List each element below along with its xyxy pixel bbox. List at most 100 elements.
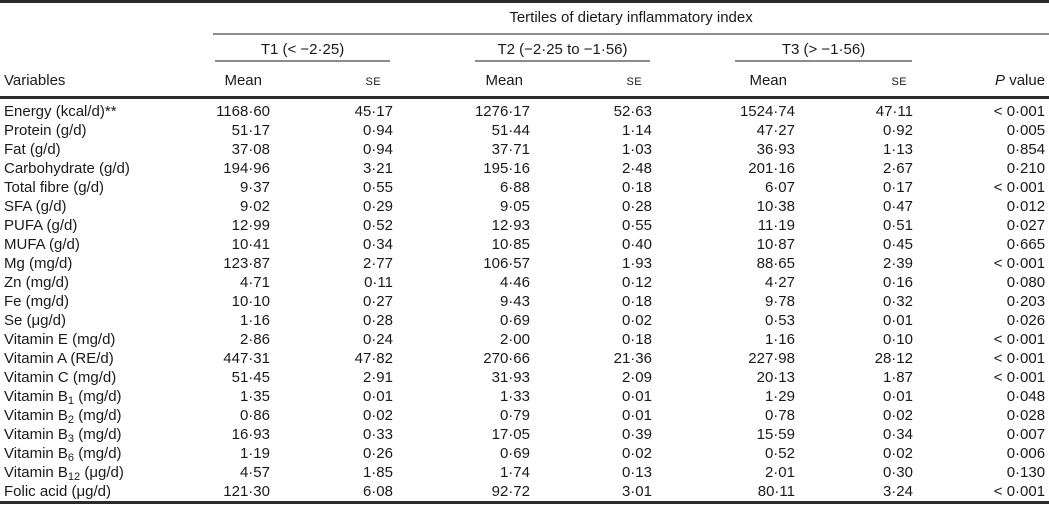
cell-t1-se: 45·17 xyxy=(354,103,393,120)
variable-label: Se (μg/d) xyxy=(0,311,213,330)
cell-t3-se: 0·01 xyxy=(882,312,913,329)
cell-t3-se: 0·47 xyxy=(882,198,913,215)
variable-label: Vitamin C (mg/d) xyxy=(0,368,213,387)
variable-text: Se (μg/d) xyxy=(4,312,66,329)
table-row: Se (μg/d) 1·16 0·28 0·69 0·02 0·53 0·01 0·026 xyxy=(0,311,1049,330)
cell-t2-se: 0·55 xyxy=(621,217,652,234)
variable-text: Folic acid (μg/d) xyxy=(4,483,112,500)
cell-t1-se: 0·11 xyxy=(364,274,393,291)
cell-p: 0·080 xyxy=(1006,274,1046,291)
cell-t2-se: 0·01 xyxy=(621,388,652,405)
variable-label: Mg (mg/d) xyxy=(0,254,213,273)
cell-t3-se: 0·34 xyxy=(882,426,913,443)
variable-label: Vitamin E (mg/d) xyxy=(0,330,213,349)
variable-label: Fat (g/d) xyxy=(0,140,213,159)
cell-t1-mean: 121·30 xyxy=(223,483,270,500)
cell-t1-se: 0·94 xyxy=(362,141,393,158)
cell-t1-mean: 1·19 xyxy=(239,445,270,462)
variable-unit: (mg/d) xyxy=(74,388,122,405)
cell-p: 0·854 xyxy=(1006,141,1046,158)
cell-t3-mean: 15·59 xyxy=(756,426,795,443)
variable-subscript: 3 xyxy=(67,433,75,445)
table-row: Vitamin B6 (mg/d) 1·19 0·26 0·69 0·02 0·52 0·0… xyxy=(0,444,1049,464)
cell-t1-se: 0·02 xyxy=(362,407,393,424)
cell-t3-se: 1·87 xyxy=(882,369,913,386)
tertile-2-header: T2 (−2·25 to −1·56) xyxy=(475,41,650,62)
tertile-1-header: T1 (< −2·25) xyxy=(215,41,390,62)
cell-t3-mean: 88·65 xyxy=(756,255,795,272)
table-row: Folic acid (μg/d) 121·30 6·08 92·72 3·01 80·1… xyxy=(0,482,1049,503)
cell-t3-se: 2·67 xyxy=(882,160,913,177)
cell-t3-mean: 20·13 xyxy=(756,369,795,386)
cell-t1-se: 0·29 xyxy=(362,198,393,215)
table-row: Fe (mg/d) 10·10 0·27 9·43 0·18 9·78 0·32 0·203 xyxy=(0,292,1049,311)
variable-label: Vitamin B6 (mg/d) xyxy=(0,444,213,464)
cell-t2-mean: 9·43 xyxy=(499,293,530,310)
cell-t2-mean: 92·72 xyxy=(491,483,530,500)
variable-unit: (μg/d) xyxy=(80,464,124,481)
table-row: PUFA (g/d) 12·99 0·52 12·93 0·55 11·19 0·51 0·0… xyxy=(0,216,1049,235)
cell-t1-se: 47·82 xyxy=(354,350,393,367)
cell-t2-mean: 270·66 xyxy=(483,350,530,367)
cell-t2-mean: 1276·17 xyxy=(474,103,530,120)
cell-t3-mean: 1524·74 xyxy=(739,103,795,120)
cell-t1-se: 3·21 xyxy=(362,160,393,177)
cell-t3-se: 0·17 xyxy=(882,179,913,196)
cell-t2-mean: 0·79 xyxy=(499,407,530,424)
cell-t2-mean: 37·71 xyxy=(491,141,530,158)
variable-text: PUFA (g/d) xyxy=(4,217,78,234)
table-row: Vitamin B3 (mg/d) 16·93 0·33 17·05 0·39 15·59… xyxy=(0,425,1049,445)
cell-t3-mean: 1·29 xyxy=(764,388,795,405)
table-row: Vitamin E (mg/d) 2·86 0·24 2·00 0·18 1·16 0·10… xyxy=(0,330,1049,349)
cell-t1-mean: 123·87 xyxy=(223,255,270,272)
cell-t2-se: 0·02 xyxy=(621,445,652,462)
cell-t2-se: 1·03 xyxy=(621,141,652,158)
cell-t2-mean: 31·93 xyxy=(491,369,530,386)
cell-t2-mean: 10·85 xyxy=(491,236,530,253)
cell-t3-mean: 6·07 xyxy=(764,179,795,196)
cell-t1-mean: 4·71 xyxy=(239,274,270,291)
cell-t3-mean: 80·11 xyxy=(757,483,795,500)
cell-t2-se: 0·18 xyxy=(621,293,652,310)
table-row: SFA (g/d) 9·02 0·29 9·05 0·28 10·38 0·47 0·012 xyxy=(0,197,1049,216)
cell-t3-mean: 47·27 xyxy=(756,122,795,139)
cell-p: 0·012 xyxy=(1006,198,1046,215)
variable-text: Zn (mg/d) xyxy=(4,274,70,291)
variable-text: Protein (g/d) xyxy=(4,122,87,139)
variable-text: MUFA (g/d) xyxy=(4,236,80,253)
cell-t2-se: 0·39 xyxy=(621,426,652,443)
cell-t1-mean: 12·99 xyxy=(231,217,270,234)
variable-label: Fe (mg/d) xyxy=(0,292,213,311)
cell-p: < 0·001 xyxy=(993,255,1046,272)
table-row: Vitamin A (RE/d) 447·31 47·82 270·66 21·36 22… xyxy=(0,349,1049,368)
cell-t1-se: 0·24 xyxy=(362,331,393,348)
cell-t1-mean: 51·17 xyxy=(231,122,270,139)
variable-label: Vitamin B12 (μg/d) xyxy=(0,463,213,483)
variable-label: PUFA (g/d) xyxy=(0,216,213,235)
cell-t2-mean: 4·46 xyxy=(499,274,530,291)
cell-t2-mean: 0·69 xyxy=(499,312,530,329)
cell-t2-se: 3·01 xyxy=(621,483,652,500)
cell-t3-mean: 4·27 xyxy=(764,274,795,291)
cell-t2-se: 1·93 xyxy=(621,255,652,272)
variable-label: Carbohydrate (g/d) xyxy=(0,159,213,178)
cell-t3-mean: 10·38 xyxy=(756,198,795,215)
cell-t3-mean: 36·93 xyxy=(756,141,795,158)
cell-t1-mean: 447·31 xyxy=(223,350,270,367)
cell-t2-mean: 9·05 xyxy=(499,198,530,215)
table-row: Vitamin B1 (mg/d) 1·35 0·01 1·33 0·01 1·29 0·0… xyxy=(0,387,1049,407)
table-row: Mg (mg/d) 123·87 2·77 106·57 1·93 88·65 2·39 < … xyxy=(0,254,1049,273)
cell-p: 0·203 xyxy=(1006,293,1046,310)
cell-t2-mean: 6·88 xyxy=(499,179,530,196)
variable-unit: (mg/d) xyxy=(74,445,122,462)
cell-t1-se: 0·34 xyxy=(362,236,393,253)
cell-t1-mean: 16·93 xyxy=(231,426,270,443)
cell-t3-mean: 2·01 xyxy=(764,464,795,481)
cell-p: 0·027 xyxy=(1006,217,1046,234)
cell-t1-mean: 4·57 xyxy=(239,464,270,481)
cell-t2-se: 0·18 xyxy=(621,331,652,348)
cell-t2-mean: 17·05 xyxy=(491,426,530,443)
spanner-row: Variables Tertiles of dietary inflammato… xyxy=(0,1,1049,99)
variable-label: Vitamin B2 (mg/d) xyxy=(0,406,213,426)
cell-t3-se: 0·30 xyxy=(882,464,913,481)
